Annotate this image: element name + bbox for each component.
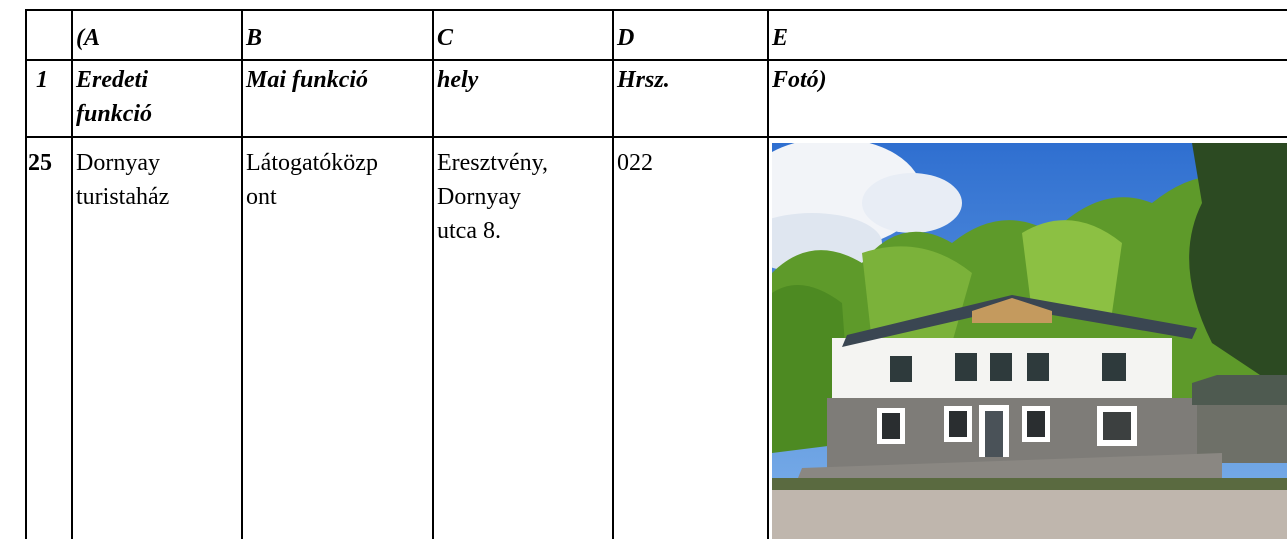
border (432, 9, 434, 539)
cell-text: utca 8. (437, 218, 501, 244)
column-header: (A (76, 25, 100, 51)
photo (772, 143, 1287, 539)
cell-text: funkció (76, 101, 153, 127)
border (25, 59, 1287, 61)
cell-text: Dornyay (76, 150, 160, 176)
cell-text: 022 (617, 150, 653, 176)
border (612, 9, 614, 539)
border (767, 9, 769, 539)
border (25, 9, 1287, 11)
border (241, 9, 243, 539)
row-label: 1 (36, 67, 48, 93)
cell-text: Hrsz. (617, 67, 670, 93)
column-header: E (772, 25, 789, 51)
cell-text: Dornyay (437, 184, 521, 210)
cell-text: Mai funkció (246, 67, 369, 93)
column-header: C (437, 25, 454, 51)
cell-text: ont (246, 184, 277, 210)
row-label: 25 (28, 150, 52, 176)
column-header: D (617, 25, 635, 51)
cell-text: Fotó) (772, 67, 827, 93)
cell-text: hely (437, 67, 479, 93)
cell-text: Eresztvény, (437, 150, 549, 176)
cell-text: turistaház (76, 184, 170, 210)
cell-text: Eredeti (76, 67, 148, 93)
border (25, 9, 27, 539)
border (25, 136, 1287, 138)
column-header: B (246, 25, 263, 51)
cell-text: Látogatóközp (246, 150, 378, 176)
border (71, 9, 73, 539)
